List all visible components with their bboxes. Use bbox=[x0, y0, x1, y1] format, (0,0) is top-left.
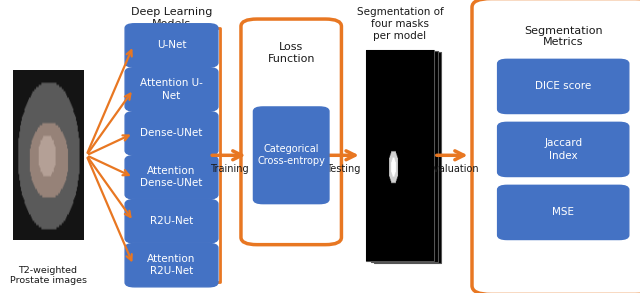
Text: Testing: Testing bbox=[326, 164, 361, 174]
FancyBboxPatch shape bbox=[125, 112, 218, 155]
FancyBboxPatch shape bbox=[125, 24, 218, 67]
Text: Attention
R2U-Net: Attention R2U-Net bbox=[147, 254, 196, 276]
FancyBboxPatch shape bbox=[498, 122, 628, 176]
FancyBboxPatch shape bbox=[241, 19, 342, 245]
Text: Evaluation: Evaluation bbox=[427, 164, 478, 174]
Text: Training: Training bbox=[210, 164, 248, 174]
FancyBboxPatch shape bbox=[125, 156, 218, 199]
Text: R2U-Net: R2U-Net bbox=[150, 216, 193, 226]
FancyBboxPatch shape bbox=[125, 68, 218, 111]
Text: MSE: MSE bbox=[552, 207, 574, 217]
Text: Dense-UNet: Dense-UNet bbox=[140, 128, 203, 138]
Text: Segmentation of
four masks
per model: Segmentation of four masks per model bbox=[356, 7, 444, 40]
Text: Jaccard
Index: Jaccard Index bbox=[544, 138, 582, 161]
Text: Attention U-
Net: Attention U- Net bbox=[140, 78, 203, 100]
Text: Categorical
Cross-entropy: Categorical Cross-entropy bbox=[257, 144, 325, 166]
FancyBboxPatch shape bbox=[125, 200, 218, 243]
Text: Deep Learning
Models: Deep Learning Models bbox=[131, 7, 212, 29]
Text: Attention
Dense-UNet: Attention Dense-UNet bbox=[140, 166, 203, 188]
FancyBboxPatch shape bbox=[366, 50, 434, 261]
Text: DICE score: DICE score bbox=[535, 81, 591, 91]
FancyBboxPatch shape bbox=[371, 51, 438, 262]
Text: Loss
Function: Loss Function bbox=[268, 42, 315, 64]
FancyBboxPatch shape bbox=[498, 185, 628, 240]
FancyBboxPatch shape bbox=[253, 107, 329, 204]
Text: Segmentation
Metrics: Segmentation Metrics bbox=[524, 26, 602, 47]
FancyBboxPatch shape bbox=[125, 243, 218, 287]
FancyBboxPatch shape bbox=[472, 0, 640, 293]
Text: T2-weighted
Prostate images: T2-weighted Prostate images bbox=[10, 266, 86, 285]
FancyBboxPatch shape bbox=[374, 52, 442, 263]
FancyBboxPatch shape bbox=[498, 59, 628, 114]
Text: U-Net: U-Net bbox=[157, 40, 186, 50]
